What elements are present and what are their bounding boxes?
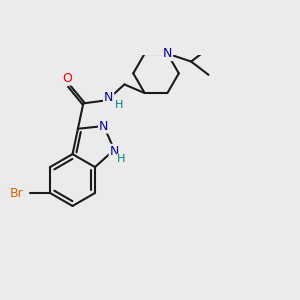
Text: N: N [99,119,108,133]
Text: Br: Br [9,187,23,200]
Text: N: N [163,47,172,60]
Text: N: N [104,91,113,103]
Text: H: H [115,100,123,110]
Text: O: O [63,72,72,85]
Text: N: N [110,145,119,158]
Text: H: H [117,154,125,164]
